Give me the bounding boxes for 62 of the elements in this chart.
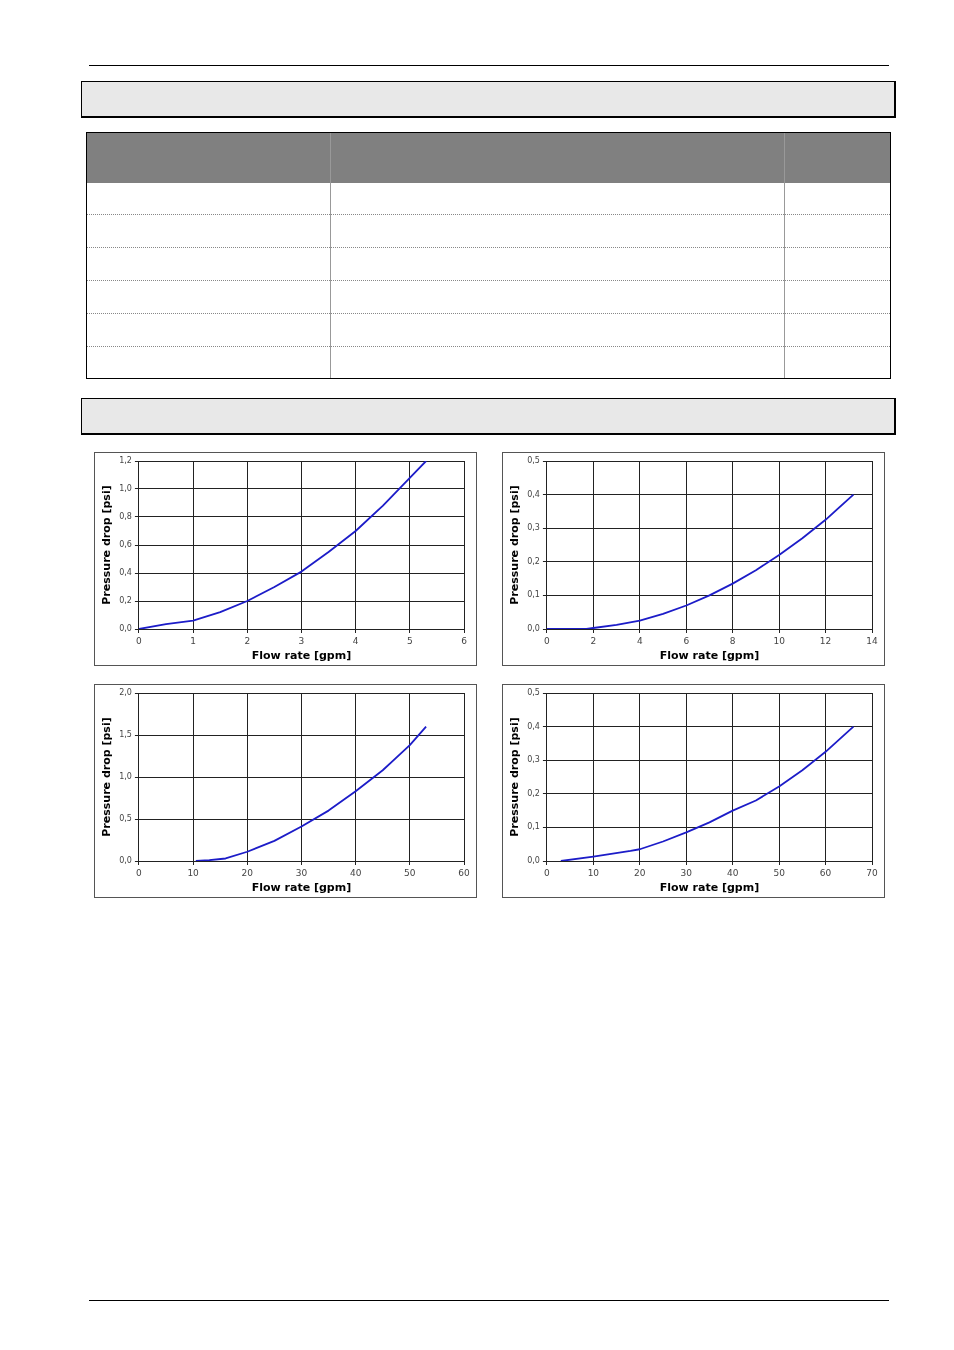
x-axis-title: Flow rate [gpm] <box>251 649 352 663</box>
y-tick-label: 1,0 <box>119 484 132 494</box>
y-axis-title: Pressure drop [psi] <box>508 717 522 837</box>
y-tick-label: 1,5 <box>119 730 132 740</box>
x-tick-label: 8 <box>729 635 736 646</box>
y-tick-label: 0,4 <box>119 568 132 578</box>
x-tick-label: 6 <box>461 635 468 646</box>
y-tick-label: 0,2 <box>119 596 132 606</box>
y-tick-label: 0,2 <box>527 556 540 566</box>
x-axis-title: Flow rate [gpm] <box>659 649 760 663</box>
y-tick-label: 0,4 <box>527 721 540 731</box>
y-tick-label: 0,3 <box>527 523 540 533</box>
y-tick-label: 0,4 <box>527 489 540 499</box>
y-tick-label: 0,5 <box>119 814 132 824</box>
x-tick-label: 2 <box>590 635 597 646</box>
x-tick-label: 10 <box>773 635 786 646</box>
y-axis-title: Pressure drop [psi] <box>100 717 114 837</box>
x-tick-label: 3 <box>298 635 305 646</box>
x-tick-label: 30 <box>295 867 308 878</box>
y-axis-title: Pressure drop [psi] <box>508 485 522 605</box>
x-tick-label: 1 <box>190 635 196 646</box>
x-tick-label: 60 <box>458 867 470 878</box>
x-tick-label: 10 <box>187 867 200 878</box>
x-tick-label: 40 <box>349 867 362 878</box>
x-tick-label: 5 <box>406 635 413 646</box>
y-tick-label: 1,0 <box>119 772 132 782</box>
x-axis-title: Flow rate [gpm] <box>251 881 352 895</box>
x-tick-label: 50 <box>404 867 416 878</box>
x-tick-label: 50 <box>773 867 786 878</box>
x-tick-label: 20 <box>634 867 646 878</box>
x-tick-label: 14 <box>866 635 878 646</box>
y-tick-label: 0,2 <box>527 788 540 798</box>
y-axis-title: Pressure drop [psi] <box>100 485 114 605</box>
x-tick-label: 2 <box>244 635 251 646</box>
x-tick-label: 0 <box>544 867 551 878</box>
y-tick-label: 0,0 <box>527 624 540 634</box>
x-tick-label: 6 <box>683 635 690 646</box>
y-tick-label: 0,6 <box>119 540 132 550</box>
x-tick-label: 0 <box>136 867 143 878</box>
y-tick-label: 0,1 <box>527 590 540 600</box>
y-tick-label: 0,5 <box>527 456 540 466</box>
y-tick-label: 0,0 <box>119 624 132 634</box>
x-tick-label: 70 <box>866 867 878 878</box>
x-tick-label: 12 <box>819 635 832 646</box>
y-tick-label: 0,0 <box>119 856 132 866</box>
y-tick-label: 0,8 <box>119 512 132 522</box>
y-tick-label: 1,2 <box>119 456 132 466</box>
y-tick-label: 0,0 <box>527 856 540 866</box>
x-tick-label: 60 <box>819 867 832 878</box>
x-axis-title: Flow rate [gpm] <box>659 881 760 895</box>
x-tick-label: 0 <box>136 635 143 646</box>
y-tick-label: 2,0 <box>119 688 132 698</box>
x-tick-label: 10 <box>587 867 600 878</box>
x-tick-label: 30 <box>680 867 693 878</box>
y-tick-label: 0,3 <box>527 755 540 765</box>
x-tick-label: 20 <box>241 867 254 878</box>
x-tick-label: 0 <box>544 635 551 646</box>
y-tick-label: 0,1 <box>527 822 540 832</box>
y-tick-label: 0,5 <box>527 688 540 698</box>
x-tick-label: 4 <box>636 635 643 646</box>
x-tick-label: 4 <box>352 635 359 646</box>
x-tick-label: 40 <box>726 867 739 878</box>
